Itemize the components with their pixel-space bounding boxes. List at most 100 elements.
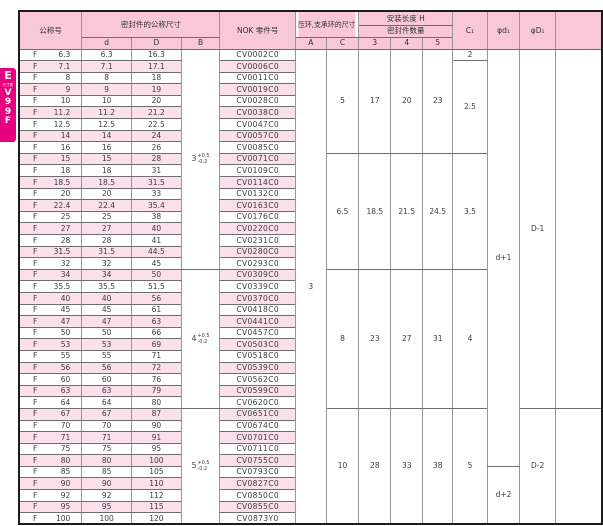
phi-d1-cell: d+2 xyxy=(486,465,521,525)
header-C: C xyxy=(325,36,360,50)
nominal-cell: F 14 xyxy=(18,129,83,143)
D-cell: 63 xyxy=(131,315,182,328)
table-row: F 95 95 115 CV0855C0 xyxy=(18,500,602,514)
nominal-cell: F 50 xyxy=(18,326,83,340)
D-cell: 69 xyxy=(131,338,182,351)
nominal-cell: F 100 xyxy=(18,512,83,525)
header-phi-d1: φd₁ xyxy=(486,10,521,50)
part-number-cell: CV0850C0 xyxy=(219,489,296,502)
d-cell: 32 xyxy=(81,257,133,270)
part-number-cell: CV0231C0 xyxy=(219,234,296,247)
part-number-cell: CV0370C0 xyxy=(219,291,296,305)
nominal-cell: F 20 xyxy=(18,187,83,201)
part-number-cell: CV0873Y0 xyxy=(219,512,296,525)
nominal-cell: F 75 xyxy=(18,442,83,456)
d-cell: 11.2 xyxy=(81,106,133,120)
tab-series-code: V 9 9 F xyxy=(4,88,12,127)
D-cell: 51.5 xyxy=(131,280,182,293)
nominal-cell: F 63 xyxy=(18,384,83,398)
table-row: F 28 28 41 CV0231C0 xyxy=(18,234,602,247)
end-cell xyxy=(554,407,603,525)
D-cell: 35.4 xyxy=(131,199,182,212)
nominal-cell: F 32 xyxy=(18,257,83,270)
D-cell: 72 xyxy=(131,361,182,375)
d-cell: 18.5 xyxy=(81,176,133,189)
part-number-cell: CV0085C0 xyxy=(219,141,296,154)
d-cell: 18 xyxy=(81,164,133,178)
D-cell: 91 xyxy=(131,431,182,444)
d-cell: 28 xyxy=(81,234,133,247)
nominal-cell: F 25 xyxy=(18,210,83,224)
D-cell: 61 xyxy=(131,303,182,317)
table-row: F 18 18 31 CV0109C0 xyxy=(18,164,602,178)
d-cell: 100 xyxy=(81,512,133,525)
table-row: F 63 63 79 CV0599C0 xyxy=(18,384,602,398)
table-row: F 100 100 120 CV0873Y0 xyxy=(18,512,602,525)
D-cell: 120 xyxy=(131,512,182,525)
length-qty5-cell: 31 xyxy=(422,268,454,409)
nominal-cell: F 12.5 xyxy=(18,118,83,131)
d-cell: 90 xyxy=(81,477,133,491)
part-number-cell: CV0562C0 xyxy=(219,373,296,386)
part-number-cell: CV0057C0 xyxy=(219,129,296,143)
D-cell: 71 xyxy=(131,349,182,363)
D-cell: 50 xyxy=(131,268,182,282)
header-phi-D1: φD₁ xyxy=(519,10,556,50)
d-cell: 16 xyxy=(81,141,133,154)
d-cell: 31.5 xyxy=(81,245,133,259)
d-cell: 22.4 xyxy=(81,199,133,212)
seal-dimension-table: 公称号 密封件的公称尺寸 NOK 零件号 压环,支承环的尺寸 安装长度 H C₁… xyxy=(18,10,603,526)
d-cell: 10 xyxy=(81,94,133,108)
header-qty-5: 5 xyxy=(422,36,454,50)
nominal-cell: F 95 xyxy=(18,500,83,514)
table-body: F 6.3 6.3 16.3 3 +0.5 -0.2 CV0002C0 3 5 17 20 23 2 d+1… xyxy=(18,48,603,525)
D-cell: 26 xyxy=(131,141,182,154)
table-row: F 25 25 38 CV0176C0 xyxy=(18,210,602,224)
header-B: B xyxy=(180,36,221,50)
nominal-cell: F 67 xyxy=(18,407,83,421)
part-number-cell: CV0019C0 xyxy=(219,83,296,96)
part-number-cell: CV0339C0 xyxy=(219,280,296,293)
nominal-cell: F 7.1 xyxy=(18,60,83,73)
table-row: F 32 32 45 CV0293C0 xyxy=(18,257,602,270)
table-row: F 92 92 112 CV0850C0 xyxy=(18,489,602,502)
d-cell: 50 xyxy=(81,326,133,340)
D-cell: 19 xyxy=(131,83,182,96)
length-qty5-cell: 23 xyxy=(422,48,454,154)
C1-cell: 4 xyxy=(452,268,488,409)
tab-small-label: 尺寸表 xyxy=(2,83,14,88)
table-row: F 27 27 40 CV0220C0 xyxy=(18,222,602,235)
C-cell: 5 xyxy=(325,48,360,154)
D-cell: 41 xyxy=(131,234,182,247)
d-cell: 63 xyxy=(81,384,133,398)
D-cell: 16.3 xyxy=(131,48,182,62)
part-number-cell: CV0028C0 xyxy=(219,94,296,108)
C-cell: 10 xyxy=(325,407,360,525)
d-cell: 40 xyxy=(81,291,133,305)
table-row: F 16 16 26 CV0085C0 xyxy=(18,141,602,154)
part-number-cell: CV0418C0 xyxy=(219,303,296,317)
part-number-cell: CV0503C0 xyxy=(219,338,296,351)
table-row: F 50 50 66 CV0457C0 xyxy=(18,326,602,340)
table-row: F 20 20 33 CV0132C0 xyxy=(18,187,602,201)
nominal-cell: F 55 xyxy=(18,349,83,363)
phi-D1-cell: D-2 xyxy=(519,407,556,525)
nominal-cell: F 28 xyxy=(18,234,83,247)
part-number-cell: CV0651C0 xyxy=(219,407,296,421)
part-number-cell: CV0755C0 xyxy=(219,454,296,467)
d-cell: 14 xyxy=(81,129,133,143)
D-cell: 87 xyxy=(131,407,182,421)
part-number-cell: CV0518C0 xyxy=(219,349,296,363)
length-qty5-cell: 38 xyxy=(422,407,454,525)
nominal-cell: F 22.4 xyxy=(18,199,83,212)
D-cell: 22.5 xyxy=(131,118,182,131)
part-number-cell: CV0114C0 xyxy=(219,176,296,189)
part-number-cell: CV0309C0 xyxy=(219,268,296,282)
d-cell: 70 xyxy=(81,419,133,433)
table-row: F 8 8 18 CV0011C0 xyxy=(18,71,602,85)
part-number-cell: CV0011C0 xyxy=(219,71,296,85)
part-number-cell: CV0793C0 xyxy=(219,465,296,479)
nominal-cell: F 27 xyxy=(18,222,83,235)
part-number-cell: CV0620C0 xyxy=(219,396,296,409)
